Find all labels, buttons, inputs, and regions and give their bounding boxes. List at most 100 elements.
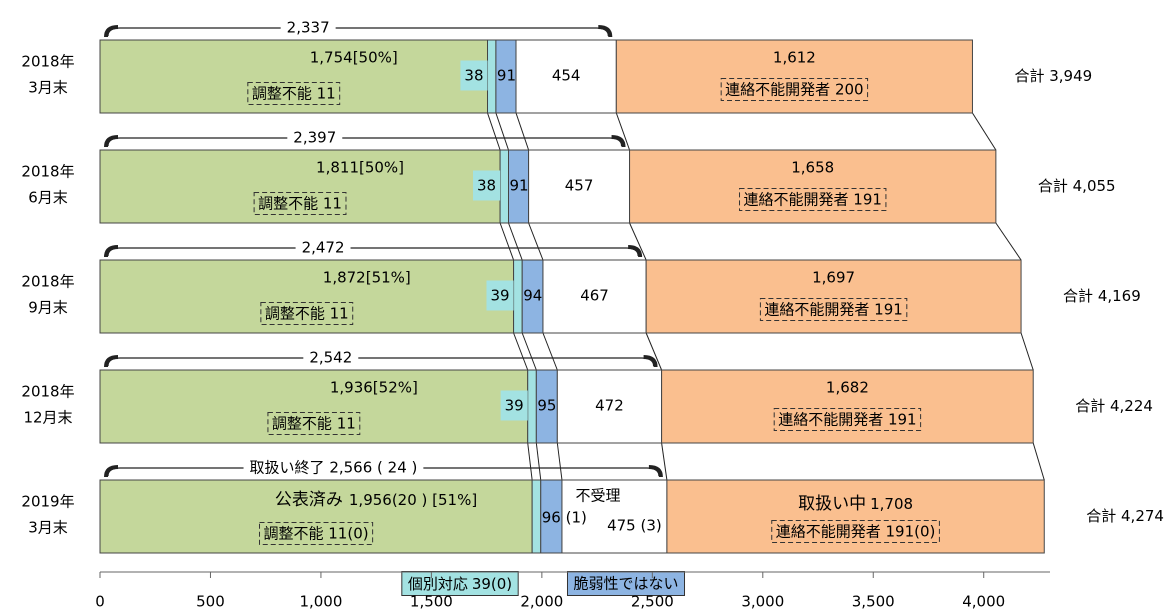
bracket-end xyxy=(104,465,119,478)
value-label-box xyxy=(500,390,528,421)
connector xyxy=(508,222,523,261)
value-label: 1,936[52%] xyxy=(330,379,418,397)
total-label: 合計 4,055 xyxy=(1038,177,1116,195)
total-label: 合計 4,274 xyxy=(1086,507,1164,525)
bar-segment xyxy=(99,479,533,554)
connector xyxy=(495,112,509,151)
value-label: 467 xyxy=(580,287,609,305)
connector xyxy=(645,332,663,371)
bar-segment xyxy=(99,259,515,334)
value-label: 1,682 xyxy=(826,379,869,397)
bracket-label-bg xyxy=(280,18,336,37)
category-label: 2018年 xyxy=(21,53,74,71)
bracket-label-bg xyxy=(287,128,343,147)
connector xyxy=(528,222,544,261)
series-name: 不受理 xyxy=(575,487,620,505)
bracket-end xyxy=(104,355,119,368)
bracket-label: 取扱い終了 2,566 ( 24 ) xyxy=(250,459,418,477)
bracket-label-bg xyxy=(295,238,351,257)
annotation: 調整不能 11 xyxy=(272,415,356,433)
connector xyxy=(521,332,537,371)
value-label: 38 xyxy=(477,177,496,195)
value-label-box xyxy=(460,60,488,91)
value-label: 1,708 xyxy=(870,495,913,513)
connector xyxy=(995,222,1022,261)
value-label: 94 xyxy=(523,287,542,305)
bracket-label: 2,397 xyxy=(293,129,336,147)
x-tick-label: 2,000 xyxy=(520,593,563,611)
value-label: 1,956(20 ) [51%] xyxy=(349,491,477,509)
annotation: 連絡不能開発者 200 xyxy=(725,81,863,99)
connector xyxy=(542,332,558,371)
value-label: 公表済み 1,956(20 ) [51%] xyxy=(275,490,477,510)
label-box xyxy=(401,571,519,596)
bar-segment xyxy=(556,369,663,444)
value-label: 96 (1) xyxy=(542,509,587,527)
x-tick-label: 1,500 xyxy=(410,593,453,611)
bar-segment xyxy=(513,259,523,334)
total-label: 合計 4,224 xyxy=(1075,397,1153,415)
connector xyxy=(535,442,542,481)
annotation: 調整不能 11(0) xyxy=(264,525,369,543)
bar-segment xyxy=(99,39,489,114)
bar-segment xyxy=(528,149,631,224)
annotation-box xyxy=(739,188,887,211)
category-label: 2018年 xyxy=(21,383,74,401)
annotation: 調整不能 11 xyxy=(252,85,336,103)
connector xyxy=(556,442,563,481)
annotation: 連絡不能開発者 191 xyxy=(744,191,882,209)
connector xyxy=(972,112,997,151)
annotation-box xyxy=(720,78,869,101)
total-label: 合計 4,169 xyxy=(1063,287,1141,305)
annotation-box xyxy=(260,302,354,325)
bracket-end xyxy=(628,245,643,258)
x-tick-label: 500 xyxy=(196,593,225,611)
bracket-end xyxy=(104,245,119,258)
annotation-box xyxy=(759,298,908,321)
connector xyxy=(629,222,647,261)
series-name: 個別対応 xyxy=(408,575,468,593)
value-label: 1,754[50%] xyxy=(310,49,398,67)
category-label: 3月末 xyxy=(28,519,68,537)
value-label: 39 xyxy=(505,397,524,415)
bar-segment xyxy=(499,149,509,224)
connector xyxy=(661,442,668,481)
bracket-end xyxy=(648,465,663,478)
bracket-end xyxy=(104,135,119,148)
value-label: 1,811[50%] xyxy=(316,159,404,177)
category-label: 2018年 xyxy=(21,163,74,181)
annotation-box xyxy=(773,408,922,431)
bracket-end xyxy=(643,355,658,368)
value-label: 1,658 xyxy=(791,159,834,177)
series-name: 脆弱性ではない xyxy=(573,575,678,593)
bar-segment xyxy=(527,369,537,444)
connector xyxy=(499,222,515,261)
bracket xyxy=(107,137,623,147)
annotation: 連絡不能開発者 191 xyxy=(764,301,902,319)
category-label: 2018年 xyxy=(21,273,74,291)
value-label: 1,697 xyxy=(812,269,855,287)
value-label: 39 xyxy=(490,287,509,305)
bracket xyxy=(107,27,609,37)
bracket-end xyxy=(598,25,613,38)
connector xyxy=(515,112,530,151)
value-label: 454 xyxy=(552,67,581,85)
x-tick-label: 3,500 xyxy=(852,593,895,611)
bar-segment xyxy=(99,149,501,224)
bracket-label-bg xyxy=(243,458,424,477)
value-label: 1,872[51%] xyxy=(323,269,411,287)
series-name: 取扱い中 xyxy=(798,494,866,514)
value-label: 457 xyxy=(565,177,594,195)
x-tick-label: 4,000 xyxy=(962,593,1005,611)
x-tick-label: 0 xyxy=(95,593,105,611)
connector xyxy=(615,112,631,151)
connector xyxy=(487,112,501,151)
annotation-box xyxy=(247,82,341,105)
annotation: 調整不能 11 xyxy=(265,305,349,323)
bar-segment xyxy=(515,39,617,114)
value-label-box xyxy=(473,170,501,201)
annotation-box xyxy=(267,412,361,435)
bracket-end xyxy=(611,135,626,148)
annotation: 調整不能 11 xyxy=(258,195,342,213)
category-label: 12月末 xyxy=(23,409,72,427)
